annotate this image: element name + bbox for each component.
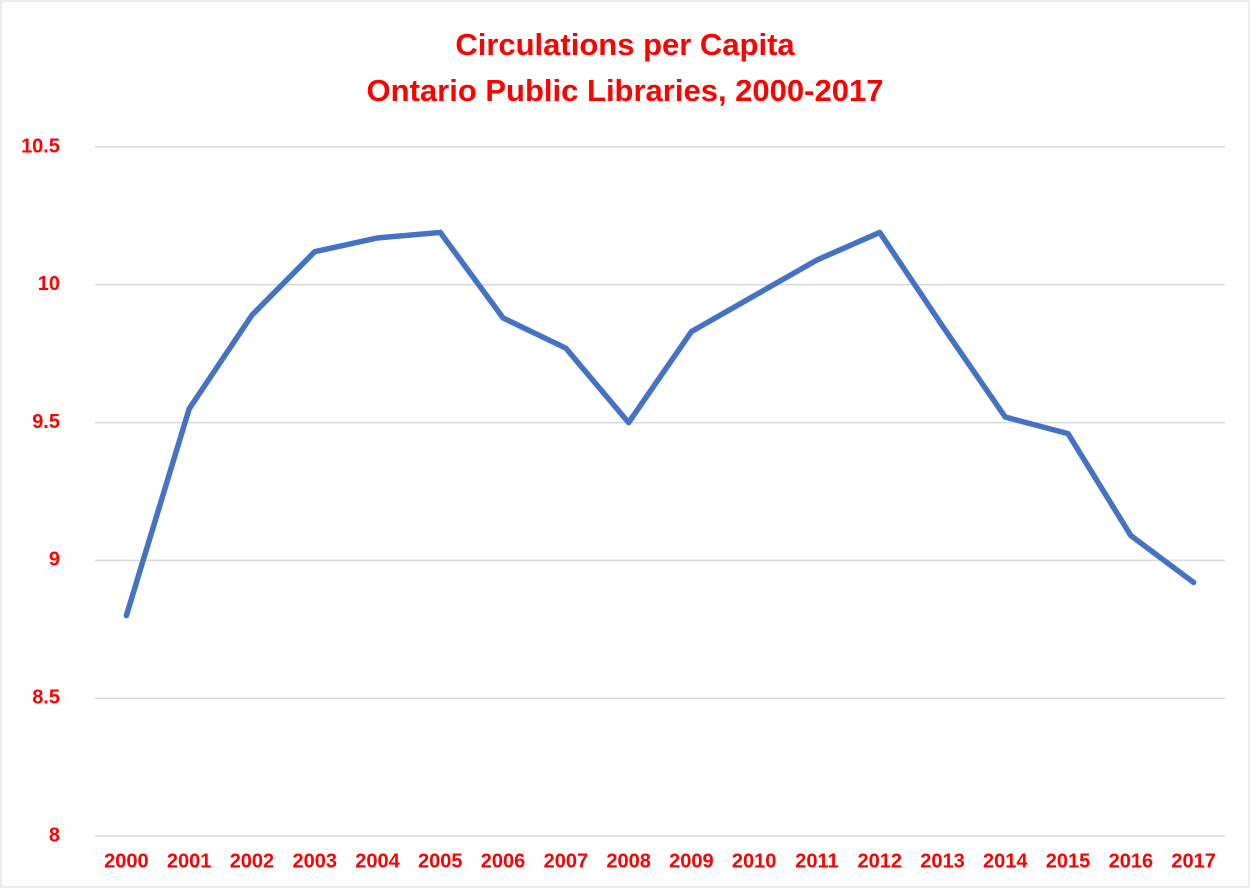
x-tick-label: 2004 bbox=[355, 850, 400, 872]
x-tick-label: 2000 bbox=[104, 850, 149, 872]
x-tick-label: 2007 bbox=[544, 850, 589, 872]
x-tick-label: 2015 bbox=[1046, 850, 1091, 872]
y-tick-label: 9.5 bbox=[32, 411, 60, 433]
x-tick-label: 2017 bbox=[1171, 850, 1216, 872]
x-tick-label: 2010 bbox=[732, 850, 777, 872]
x-tick-label: 2001 bbox=[167, 850, 212, 872]
y-tick-label: 10.5 bbox=[21, 135, 60, 157]
x-tick-label: 2002 bbox=[230, 850, 275, 872]
x-tick-label: 2011 bbox=[795, 850, 838, 872]
y-tick-label: 8.5 bbox=[32, 686, 60, 708]
y-tick-label: 9 bbox=[49, 549, 60, 571]
x-tick-label: 2008 bbox=[606, 850, 651, 872]
x-tick-label: 2006 bbox=[481, 850, 526, 872]
chart-title: Ontario Public Libraries, 2000-2017 bbox=[367, 73, 884, 108]
x-tick-label: 2012 bbox=[857, 850, 902, 872]
y-tick-label: 8 bbox=[49, 824, 60, 846]
y-tick-label: 10 bbox=[38, 273, 60, 295]
x-tick-label: 2009 bbox=[669, 850, 714, 872]
x-tick-label: 2003 bbox=[292, 850, 337, 872]
x-tick-label: 2014 bbox=[983, 850, 1028, 872]
line-series bbox=[123, 229, 1197, 619]
x-tick-label: 2005 bbox=[418, 850, 463, 872]
chart-title: Circulations per Capita bbox=[455, 27, 795, 62]
x-tick-label: 2016 bbox=[1109, 850, 1154, 872]
x-tick-label: 2013 bbox=[920, 850, 965, 872]
